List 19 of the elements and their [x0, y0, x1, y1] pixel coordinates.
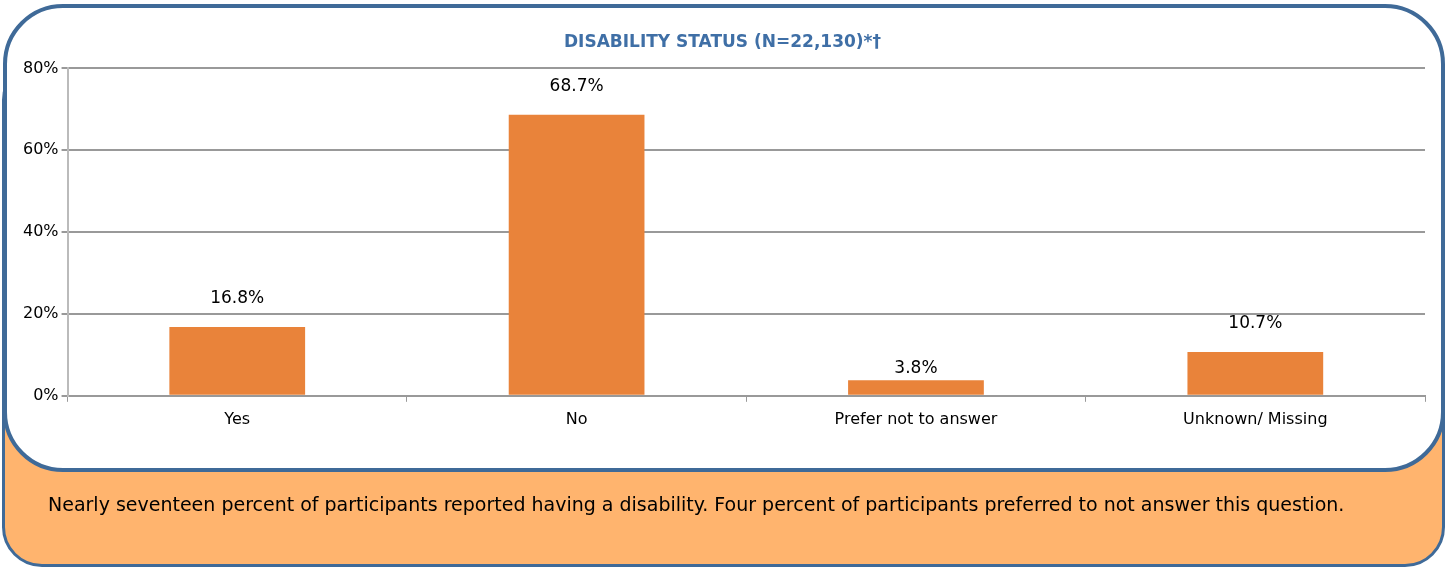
bar — [508, 114, 645, 395]
data-label: 10.7% — [1228, 311, 1283, 332]
bar — [1187, 352, 1324, 395]
x-tick-label: No — [565, 408, 588, 428]
x-tick-label: Unknown/ Missing — [1183, 408, 1328, 428]
y-tick-label: 80% — [23, 57, 59, 77]
x-tick-label: Yes — [223, 408, 251, 428]
data-label: 3.8% — [894, 357, 938, 378]
y-tick-label: 20% — [23, 303, 59, 323]
y-tick-label: 60% — [23, 139, 59, 159]
y-tick-label: 40% — [23, 221, 59, 241]
bar — [169, 327, 306, 395]
data-label: 16.8% — [210, 286, 265, 307]
chart-title: DISABILITY STATUS (N=22,130)*† — [563, 30, 882, 51]
bar — [848, 380, 984, 395]
data-label: 68.7% — [549, 74, 604, 95]
text: Nearly seventeen percent of participants reported having a disability. Four percent of participants preferred to not answer this question. — [48, 492, 1346, 517]
y-tick-label: 0% — [33, 384, 59, 404]
x-tick-label: Prefer not to answer — [834, 408, 998, 428]
